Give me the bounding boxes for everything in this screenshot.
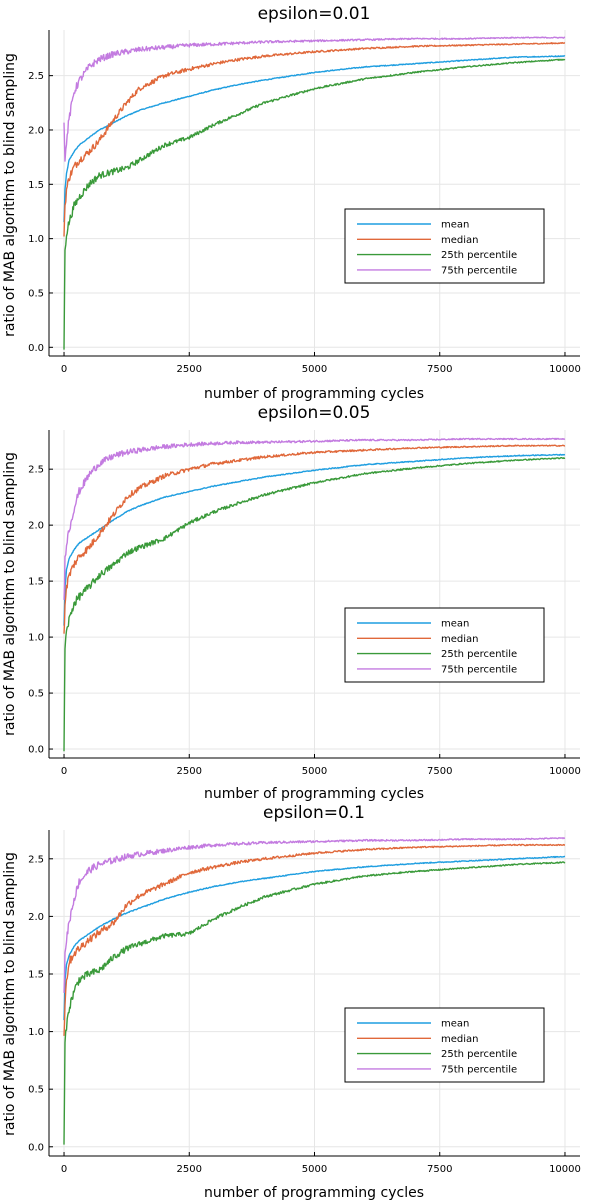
legend: mean median 25th percentile 75th percentile xyxy=(344,208,545,284)
legend: mean median 25th percentile 75th percentile xyxy=(344,1007,545,1083)
x-tick-label: 7500 xyxy=(427,364,452,375)
series-line-median xyxy=(63,843,565,1036)
x-tick-label: 5000 xyxy=(302,364,327,375)
legend-label-25th-percentile: 25th percentile xyxy=(441,1049,517,1060)
legend-box xyxy=(344,1007,545,1083)
legend-label-median: median xyxy=(441,235,479,246)
y-tick-label: 0.5 xyxy=(28,689,44,700)
series-line-75th-percentile xyxy=(63,437,566,600)
legend-label-median: median xyxy=(441,634,479,645)
x-axis-label: number of programming cycles xyxy=(204,786,424,802)
legend-label-25th-percentile: 25th percentile xyxy=(441,649,517,660)
legend-label-75th-percentile: 75th percentile xyxy=(441,664,517,675)
y-tick-label: 1.0 xyxy=(28,633,44,644)
legend-label-75th-percentile: 75th percentile xyxy=(441,1064,517,1075)
chart-title: epsilon=0.01 xyxy=(258,4,371,24)
legend-label-mean: mean xyxy=(441,1019,469,1030)
y-tick-label: 0.5 xyxy=(28,288,44,299)
series-line-75th-percentile xyxy=(63,36,566,162)
y-tick-label: 1.0 xyxy=(28,234,44,245)
legend-label-median: median xyxy=(441,1034,479,1045)
plot-area: 0 2500 5000 7500 10000 0.0 0.5 1.0 1.5 2.0 2.5 mean… xyxy=(28,830,581,1175)
y-tick-label: 2.0 xyxy=(28,912,44,923)
y-tick-label: 0.0 xyxy=(28,745,44,756)
y-tick-label: 1.5 xyxy=(28,969,44,980)
series-line-mean xyxy=(63,855,565,1021)
series-line-25th-percentile xyxy=(63,58,566,350)
legend-box xyxy=(344,607,545,683)
chart-title: epsilon=0.05 xyxy=(258,403,371,423)
panel-epsilon-0-05: epsilon=0.05 number of programming cycle… xyxy=(2,403,581,802)
x-axis-label: number of programming cycles xyxy=(204,1185,424,1200)
y-axis-label: ratio of MAB algorithm to blind sampling xyxy=(2,452,18,736)
legend-box xyxy=(344,208,545,284)
x-tick-label: 5000 xyxy=(302,1164,327,1175)
y-axis-label: ratio of MAB algorithm to blind sampling xyxy=(2,53,18,337)
x-tick-label: 2500 xyxy=(177,364,202,375)
y-tick-label: 0.0 xyxy=(28,1142,44,1153)
x-axis-label: number of programming cycles xyxy=(204,386,424,402)
x-tick-label: 0 xyxy=(61,766,67,777)
series-line-median xyxy=(63,41,566,237)
legend-label-mean: mean xyxy=(441,619,469,630)
y-tick-label: 1.5 xyxy=(28,577,44,588)
panel-epsilon-0-01: epsilon=0.01 number of programming cycle… xyxy=(2,4,581,402)
x-tick-label: 10000 xyxy=(549,766,581,777)
series-line-25th-percentile xyxy=(63,457,566,752)
plot-area: 0 2500 5000 7500 10000 0.0 0.5 1.0 1.5 2.0 2.5 mean… xyxy=(28,430,581,777)
legend-label-25th-percentile: 25th percentile xyxy=(441,250,517,261)
x-tick-label: 10000 xyxy=(549,1164,581,1175)
x-tick-label: 0 xyxy=(61,364,67,375)
series-line-mean xyxy=(63,55,566,223)
x-tick-label: 5000 xyxy=(302,766,327,777)
legend-label-75th-percentile: 75th percentile xyxy=(441,265,517,276)
x-tick-label: 7500 xyxy=(427,1164,452,1175)
y-axis-label: ratio of MAB algorithm to blind sampling xyxy=(2,852,18,1136)
y-tick-label: 2.5 xyxy=(28,854,44,865)
legend: mean median 25th percentile 75th percentile xyxy=(344,607,545,683)
chart-title: epsilon=0.1 xyxy=(263,803,365,823)
y-tick-label: 2.0 xyxy=(28,125,44,136)
y-tick-label: 0.5 xyxy=(28,1085,44,1096)
plot-area: 0 2500 5000 7500 10000 0.0 0.5 1.0 1.5 2.0 2.5 mean… xyxy=(28,30,581,375)
series-line-mean xyxy=(63,453,566,626)
panel-epsilon-0-1: epsilon=0.1 number of programming cycles… xyxy=(2,803,581,1200)
x-tick-label: 2500 xyxy=(177,766,202,777)
y-tick-label: 2.0 xyxy=(28,521,44,532)
y-tick-label: 0.0 xyxy=(28,343,44,354)
y-tick-label: 1.5 xyxy=(28,180,44,191)
x-tick-label: 0 xyxy=(61,1164,67,1175)
series-line-25th-percentile xyxy=(63,861,566,1145)
x-tick-label: 10000 xyxy=(549,364,581,375)
legend-label-mean: mean xyxy=(441,220,469,231)
x-tick-label: 2500 xyxy=(177,1164,202,1175)
series-line-median xyxy=(63,444,566,634)
x-tick-label: 7500 xyxy=(427,766,452,777)
y-tick-label: 2.5 xyxy=(28,465,44,476)
y-tick-label: 2.5 xyxy=(28,71,44,82)
y-tick-label: 1.0 xyxy=(28,1027,44,1038)
series-line-75th-percentile xyxy=(63,837,566,993)
